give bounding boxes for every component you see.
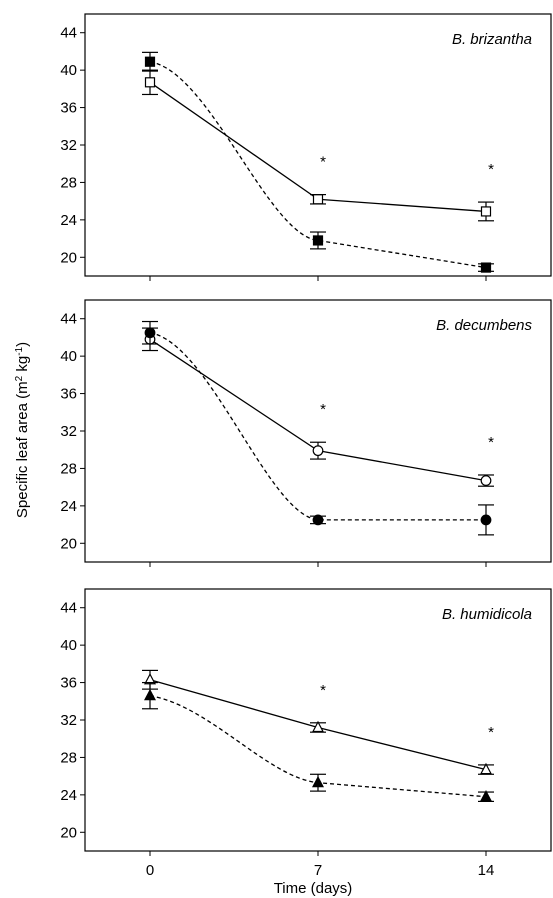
significance-asterisk: * <box>488 724 494 741</box>
y-tick-label: 32 <box>60 423 77 440</box>
panel-2: 20 24 28 32 36 40 44 B. decumbens * * <box>60 299 552 567</box>
y-axis-title-sup2: -1 <box>14 346 25 355</box>
significance-asterisk: * <box>320 154 326 171</box>
y-tick-label: 32 <box>60 712 77 729</box>
y-axis-title-mid: kg <box>14 356 31 376</box>
y-tick-label: 24 <box>60 498 77 515</box>
series-1-point-3 <box>480 206 492 217</box>
series-2-point-1 <box>144 688 156 701</box>
y-tick-label: 36 <box>60 100 77 117</box>
series-2-line <box>149 332 486 521</box>
series-2-point-2 <box>312 235 324 246</box>
y-tick-label: 24 <box>60 212 77 229</box>
y-axis-title-end: ) <box>14 342 31 347</box>
x-axis-title: Time (days) <box>274 880 353 897</box>
y-tick-label: 28 <box>60 460 77 477</box>
panel-3: 20 24 28 32 36 40 44 0 7 14 B. humidicola * * <box>60 588 552 879</box>
y-axis-title: Specific leaf area (m2 kg-1) <box>14 342 32 518</box>
x-tick-label: 7 <box>314 862 322 879</box>
series-1-point-2 <box>312 194 324 205</box>
y-tick-label: 24 <box>60 787 77 804</box>
series-1-point-3 <box>480 475 492 486</box>
series-1-line <box>149 81 487 213</box>
panel-title: B. humidicola <box>442 606 532 623</box>
y-tick-label: 44 <box>60 311 77 328</box>
series-2-point-1 <box>144 327 156 339</box>
y-tick-label: 36 <box>60 386 77 403</box>
series-2-point-2 <box>312 775 324 788</box>
y-tick-label: 20 <box>60 249 77 266</box>
series-2-point-2 <box>312 514 324 526</box>
y-tick-label: 40 <box>60 637 77 654</box>
x-tick-label: 0 <box>146 862 154 879</box>
y-tick-label: 40 <box>60 348 77 365</box>
y-tick-label: 32 <box>60 137 77 154</box>
x-tick-label: 14 <box>478 862 495 879</box>
y-tick-label: 28 <box>60 174 77 191</box>
series-2-point-3 <box>480 789 492 802</box>
panel-title: B. brizantha <box>452 31 532 48</box>
series-2-line <box>149 695 487 798</box>
series-2-point-3 <box>480 514 492 526</box>
significance-asterisk: * <box>488 161 494 178</box>
significance-asterisk: * <box>488 434 494 451</box>
panel-frame <box>84 588 552 852</box>
y-tick-label: 28 <box>60 749 77 766</box>
y-tick-label: 44 <box>60 25 77 42</box>
panel-1: 20 24 28 32 36 40 44 B. brizantha * * <box>60 13 552 281</box>
series-2-point-3 <box>480 262 492 273</box>
y-tick-label: 44 <box>60 600 77 617</box>
series-1-point-2 <box>312 720 324 733</box>
significance-asterisk: * <box>320 401 326 418</box>
significance-asterisk: * <box>320 682 326 699</box>
y-tick-label: 40 <box>60 62 77 79</box>
panel-title: B. decumbens <box>436 317 532 334</box>
series-1-point-2 <box>312 445 324 457</box>
y-axis-title-sup1: 2 <box>14 375 25 381</box>
series-1-point-1 <box>144 77 156 88</box>
series-2-point-1 <box>144 56 156 67</box>
y-axis-title-main: Specific leaf area (m <box>14 381 31 518</box>
y-tick-label: 20 <box>60 824 77 841</box>
series-1-point-3 <box>480 762 492 775</box>
y-tick-label: 20 <box>60 535 77 552</box>
y-tick-label: 36 <box>60 675 77 692</box>
